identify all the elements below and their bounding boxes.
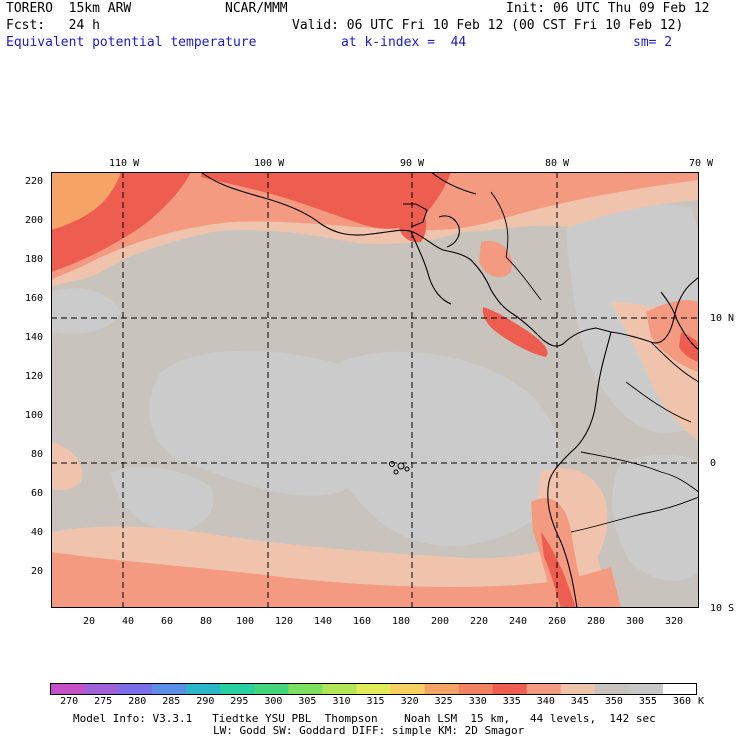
center-label: NCAR/MMM	[225, 1, 288, 16]
x-tick-240: 240	[509, 616, 528, 627]
colorbar-label: 345	[570, 696, 589, 707]
colorbar-cell	[84, 683, 119, 695]
model-title: TORERO 15km ARW	[6, 1, 132, 16]
colorbar-cell	[186, 683, 221, 695]
colorbar-label: 330	[468, 696, 487, 707]
colorbar-cell	[288, 683, 323, 695]
colorbar-label: 280	[128, 696, 147, 707]
colorbar-label: 325	[434, 696, 453, 707]
model-info-line1: Model Info: V3.3.1 Tiedtke YSU PBL Thomp…	[73, 712, 656, 725]
lat-label-10s: 10 S	[710, 603, 735, 614]
y-tick-160: 160	[25, 293, 44, 304]
colorbar-label: 360	[673, 696, 692, 707]
y-tick-20: 20	[31, 566, 44, 577]
colorbar-label: 275	[94, 696, 113, 707]
x-tick-60: 60	[161, 616, 174, 627]
colorbar-label: 285	[162, 696, 181, 707]
y-tick-140: 140	[25, 332, 44, 343]
y-tick-100: 100	[25, 410, 44, 421]
x-tick-260: 260	[548, 616, 567, 627]
colorbar-cell	[594, 683, 630, 695]
field-320-325-corner	[51, 172, 121, 230]
colorbar-label: 270	[60, 696, 79, 707]
colorbar-cell	[322, 683, 357, 695]
lon-label-70w: 70 W	[689, 158, 714, 169]
model-info-line2: LW: Godd SW: Goddard DIFF: simple KM: 2D…	[213, 724, 525, 737]
colorbar-label: 295	[230, 696, 249, 707]
colorbar-label: 305	[298, 696, 317, 707]
colorbar-cell	[390, 683, 426, 695]
theta-e-map	[51, 172, 699, 608]
colorbar-cell	[628, 683, 664, 695]
coastlines	[200, 172, 699, 608]
colorbar-cell	[560, 683, 596, 695]
x-tick-120: 120	[275, 616, 294, 627]
colorbar-cell	[458, 683, 494, 695]
init-time: Init: 06 UTC Thu 09 Feb 12	[506, 1, 710, 16]
colorbar-unit: K	[698, 696, 705, 707]
field-name: Equivalent potential temperature	[6, 35, 257, 50]
x-tick-160: 160	[353, 616, 372, 627]
x-tick-140: 140	[314, 616, 333, 627]
y-tick-80: 80	[31, 449, 44, 460]
lon-label-90w: 90 W	[400, 158, 425, 169]
y-tick-120: 120	[25, 371, 44, 382]
x-tick-180: 180	[392, 616, 411, 627]
colorbar-cell	[254, 683, 289, 695]
colorbar-cell	[50, 683, 85, 695]
colorbar-cell	[118, 683, 153, 695]
colorbar-label: 310	[332, 696, 351, 707]
colorbar-cell	[220, 683, 255, 695]
graticule	[51, 172, 699, 608]
colorbar	[50, 683, 698, 695]
forecast-hour: Fcst: 24 h	[6, 18, 100, 33]
x-tick-40: 40	[122, 616, 135, 627]
lon-label-110w: 110 W	[109, 158, 140, 169]
lat-label-0: 0	[710, 458, 717, 469]
lon-label-100w: 100 W	[254, 158, 285, 169]
smoothing-label: sm= 2	[633, 35, 673, 50]
colorbar-label: 300	[264, 696, 283, 707]
colorbar-cell	[526, 683, 562, 695]
colorbar-cell	[152, 683, 187, 695]
x-tick-320: 320	[665, 616, 684, 627]
x-tick-200: 200	[431, 616, 450, 627]
level-label: at k-index = 44	[341, 35, 467, 50]
colorbar-label: 315	[366, 696, 385, 707]
field-350-355-patches	[51, 203, 699, 581]
colorbar-cell	[424, 683, 460, 695]
x-tick-100: 100	[236, 616, 255, 627]
x-tick-20: 20	[83, 616, 96, 627]
lon-label-80w: 80 W	[545, 158, 570, 169]
colorbar-cell	[356, 683, 392, 695]
y-tick-40: 40	[31, 527, 44, 538]
map-frame	[51, 172, 699, 608]
y-tick-200: 200	[25, 215, 44, 226]
colorbar-label: 320	[400, 696, 419, 707]
colorbar-label: 335	[502, 696, 521, 707]
x-tick-300: 300	[626, 616, 645, 627]
valid-time: Valid: 06 UTC Fri 10 Feb 12 (00 CST Fri …	[292, 18, 684, 33]
colorbar-cell	[492, 683, 528, 695]
colorbar-label: 340	[536, 696, 555, 707]
lat-label-10n: 10 N	[710, 313, 735, 324]
colorbar-label: 290	[196, 696, 215, 707]
political-borders	[490, 191, 699, 533]
x-tick-80: 80	[200, 616, 213, 627]
x-tick-220: 220	[470, 616, 489, 627]
y-tick-180: 180	[25, 254, 44, 265]
y-tick-220: 220	[25, 176, 44, 187]
colorbar-cell	[662, 683, 698, 695]
x-tick-280: 280	[587, 616, 606, 627]
colorbar-label: 350	[604, 696, 623, 707]
y-tick-60: 60	[31, 488, 44, 499]
colorbar-label: 355	[638, 696, 657, 707]
field-325-335-hotspots	[51, 172, 699, 608]
